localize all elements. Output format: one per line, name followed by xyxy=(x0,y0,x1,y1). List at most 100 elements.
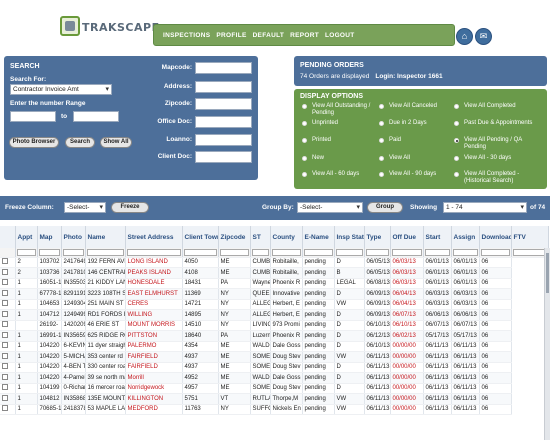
radio-icon[interactable] xyxy=(379,172,384,177)
column-header[interactable]: ST xyxy=(250,226,271,248)
column-header[interactable]: Photo xyxy=(61,226,86,248)
show-all-button[interactable]: Show All xyxy=(100,137,132,148)
freeze-select[interactable]: -Select- xyxy=(64,202,106,213)
filter-input[interactable] xyxy=(424,248,450,256)
filter-input[interactable] xyxy=(335,248,363,256)
nav-inspections[interactable]: INSPECTIONS xyxy=(163,32,211,39)
row-checkbox[interactable] xyxy=(2,268,8,275)
radio-icon[interactable] xyxy=(302,156,307,161)
row-checkbox[interactable] xyxy=(2,279,8,286)
filter-input[interactable] xyxy=(251,248,269,256)
column-header[interactable]: Download xyxy=(479,226,512,248)
client-doc-input[interactable] xyxy=(195,151,252,163)
filter-input[interactable] xyxy=(512,248,547,256)
search-for-select[interactable]: Contractor Invoice Amt xyxy=(10,84,112,95)
row-checkbox[interactable] xyxy=(2,405,8,412)
radio-icon[interactable] xyxy=(379,104,384,109)
filter-input[interactable] xyxy=(271,248,301,256)
address-input[interactable] xyxy=(195,81,252,93)
column-header[interactable]: Off Due xyxy=(390,226,424,248)
showing-select[interactable]: 1 - 74 xyxy=(443,202,527,213)
nav-profile[interactable]: PROFILE xyxy=(216,32,247,39)
nav-logout[interactable]: LOGOUT xyxy=(324,32,355,39)
radio-icon[interactable] xyxy=(379,138,384,143)
freeze-button[interactable]: Freeze xyxy=(111,202,149,213)
row-checkbox[interactable] xyxy=(2,373,8,380)
column-header[interactable]: Map xyxy=(37,226,62,248)
filter-input[interactable] xyxy=(480,248,510,256)
row-checkbox[interactable] xyxy=(2,258,8,265)
nav-report[interactable]: REPORT xyxy=(290,32,319,39)
search-button[interactable]: Search xyxy=(65,137,95,148)
row-checkbox[interactable] xyxy=(2,352,8,359)
filter-input[interactable] xyxy=(38,248,60,256)
column-header[interactable]: County xyxy=(270,226,303,248)
row-checkbox[interactable] xyxy=(2,342,8,349)
radio-icon[interactable] xyxy=(379,156,384,161)
radio-icon[interactable] xyxy=(454,104,459,109)
column-header[interactable]: Appt xyxy=(15,226,38,248)
column-header[interactable]: Assign xyxy=(451,226,480,248)
range-to-input[interactable] xyxy=(73,111,119,122)
zipcode-input[interactable] xyxy=(195,98,252,110)
column-header[interactable]: Client Town xyxy=(182,226,219,248)
column-header[interactable]: Insp Status xyxy=(334,226,365,248)
radio-icon[interactable] xyxy=(302,172,307,177)
filter-input[interactable] xyxy=(126,248,181,256)
home-icon[interactable]: ⌂ xyxy=(456,28,473,45)
radio-icon[interactable] xyxy=(454,138,459,143)
filter-input[interactable] xyxy=(62,248,84,256)
filter-input[interactable] xyxy=(219,248,249,256)
row-checkbox[interactable] xyxy=(2,310,8,317)
filter-input[interactable] xyxy=(452,248,478,256)
radio-icon[interactable] xyxy=(454,172,459,177)
column-header[interactable]: Street Address xyxy=(125,226,183,248)
range-from-input[interactable] xyxy=(10,111,56,122)
row-checkbox[interactable] xyxy=(2,394,8,401)
row-checkbox[interactable] xyxy=(2,331,8,338)
table-row[interactable]: 2103736241781088-L146 CENTRAL AVEPEAKS I… xyxy=(0,267,548,279)
filter-input[interactable] xyxy=(86,248,124,256)
row-checkbox[interactable] xyxy=(2,289,8,296)
table-row[interactable]: 2103702241764945-L192 FERN AVENUELONG IS… xyxy=(0,257,548,268)
row-checkbox[interactable] xyxy=(2,300,8,307)
table-row[interactable]: 1104653124930452-251 MAIN STCERES14721NY… xyxy=(0,299,548,310)
radio-icon[interactable] xyxy=(302,121,307,126)
group-by-select[interactable]: -Select- xyxy=(297,202,363,213)
office-doc-input[interactable] xyxy=(195,116,252,128)
row-checkbox[interactable] xyxy=(2,321,8,328)
row-checkbox[interactable] xyxy=(2,363,8,370)
filter-input[interactable] xyxy=(183,248,217,256)
column-header[interactable]: FTV xyxy=(511,226,549,248)
row-checkbox[interactable] xyxy=(2,384,8,391)
column-header[interactable]: E-Name xyxy=(302,226,335,248)
filter-input[interactable] xyxy=(303,248,333,256)
column-header[interactable]: Type xyxy=(364,226,391,248)
nav-default[interactable]: DEFAULT xyxy=(252,32,285,39)
filter-input[interactable] xyxy=(365,248,389,256)
table-row[interactable]: 1104712124949948-LRD1 FORDS BROOKWILLING… xyxy=(0,309,548,321)
radio-icon[interactable] xyxy=(302,104,307,109)
loanno-input[interactable] xyxy=(195,134,252,146)
radio-icon[interactable] xyxy=(379,121,384,126)
radio-icon[interactable] xyxy=(302,138,307,143)
column-header[interactable] xyxy=(0,226,16,248)
photo-browser-button[interactable]: Photo Browser xyxy=(9,137,59,148)
filter-input[interactable] xyxy=(16,248,36,256)
radio-icon[interactable] xyxy=(454,156,459,161)
radio-icon[interactable] xyxy=(454,121,459,126)
column-header[interactable]: Start xyxy=(423,226,452,248)
table-scrollbar[interactable] xyxy=(544,248,550,440)
column-header[interactable]: Zipcode xyxy=(218,226,251,248)
mail-icon[interactable]: ✉ xyxy=(475,28,492,45)
